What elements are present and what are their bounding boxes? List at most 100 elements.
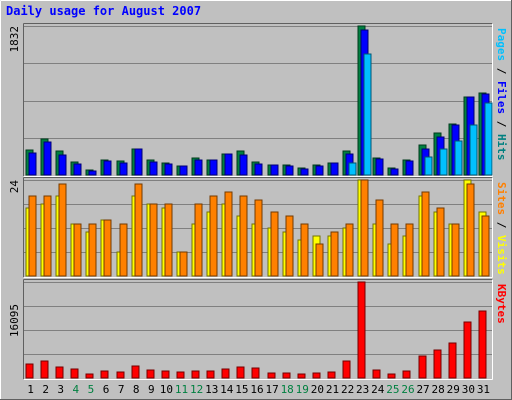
bar-visits-sites-day-14	[224, 191, 233, 277]
bar-visits-sites-day-27	[421, 191, 430, 277]
bar-hits-files-day-14	[224, 153, 233, 176]
y-max-label: 16095	[8, 304, 21, 337]
bar-kbytes-kbytes-day-25	[387, 373, 396, 379]
bar-kbytes-kbytes-day-13	[206, 370, 215, 379]
bar-visits-sites-day-23	[360, 179, 369, 277]
series-legend: KBytes	[495, 284, 508, 324]
bar-hits-files-day-1	[28, 152, 37, 176]
x-tick-label-day-29: 29	[447, 383, 460, 396]
bar-hits-files-day-12	[194, 159, 203, 176]
bar-kbytes-kbytes-day-4	[70, 368, 79, 379]
bar-visits-sites-day-29	[451, 223, 460, 277]
bar-visits-sites-day-11	[179, 251, 188, 277]
x-tick-label-day-11: 11	[175, 383, 188, 396]
x-tick-label-day-10: 10	[160, 383, 173, 396]
panel-background	[24, 24, 492, 176]
x-tick-label-day-8: 8	[133, 383, 140, 396]
legend-files: Files	[495, 81, 508, 114]
bar-kbytes-kbytes-day-19	[297, 373, 306, 379]
bar-hits-files-day-4	[73, 163, 82, 176]
x-tick-label-day-17: 17	[265, 383, 278, 396]
bar-kbytes-kbytes-day-30	[463, 321, 472, 379]
bar-kbytes-kbytes-day-17	[267, 372, 276, 379]
bar-hits-pages-day-22	[348, 162, 357, 176]
bar-kbytes-kbytes-day-29	[448, 342, 457, 379]
bar-kbytes-kbytes-day-7	[116, 371, 125, 379]
legend-visits: Visits	[495, 235, 508, 275]
bar-kbytes-kbytes-day-3	[55, 366, 64, 379]
bar-visits-sites-day-30	[466, 183, 475, 277]
bar-kbytes-kbytes-day-12	[191, 370, 200, 379]
x-tick-label-day-27: 27	[416, 383, 429, 396]
bar-hits-files-day-15	[239, 154, 248, 176]
bar-hits-files-day-26	[405, 160, 414, 176]
x-tick-label-day-28: 28	[432, 383, 445, 396]
panel-visits: 24 Sites / Visits	[8, 177, 508, 278]
x-tick-label-day-9: 9	[148, 383, 155, 396]
x-tick-label-day-15: 15	[235, 383, 248, 396]
bar-visits-sites-day-18	[285, 215, 294, 277]
y-max-label: 24	[8, 180, 21, 194]
x-tick-label-day-26: 26	[401, 383, 414, 396]
bar-hits-files-day-16	[254, 163, 263, 176]
legend-separator: /	[495, 215, 508, 235]
bar-kbytes-kbytes-day-1	[25, 363, 34, 379]
bar-hits-files-day-11	[179, 165, 188, 176]
bar-hits-files-day-19	[300, 168, 309, 176]
bar-hits-files-day-13	[209, 159, 218, 176]
bar-hits-files-day-18	[285, 165, 294, 176]
bar-visits-sites-day-24	[375, 199, 384, 277]
bar-hits-pages-day-28	[439, 148, 448, 176]
bar-visits-sites-day-15	[239, 195, 248, 277]
bar-visits-sites-day-1	[28, 195, 37, 277]
bar-visits-sites-day-21	[330, 231, 339, 277]
legend-kbytes: KBytes	[495, 284, 508, 324]
bar-hits-pages-day-30	[469, 124, 478, 176]
x-tick-label-day-16: 16	[250, 383, 263, 396]
bar-hits-pages-day-27	[424, 156, 433, 176]
bar-hits-files-day-10	[164, 163, 173, 176]
bar-hits-files-day-6	[103, 160, 112, 176]
series-legend: Pages / Files / Hits	[495, 28, 508, 161]
bar-hits-files-day-25	[390, 168, 399, 176]
bar-kbytes-kbytes-day-8	[131, 365, 140, 379]
bar-visits-sites-day-19	[300, 223, 309, 277]
bar-kbytes-kbytes-day-11	[176, 371, 185, 379]
bar-kbytes-kbytes-day-24	[372, 369, 381, 379]
bar-visits-sites-day-10	[164, 203, 173, 277]
x-tick-label-day-6: 6	[103, 383, 110, 396]
bar-kbytes-kbytes-day-23	[357, 281, 366, 379]
bar-kbytes-kbytes-day-16	[251, 367, 260, 379]
bar-hits-files-day-8	[134, 148, 143, 176]
bar-visits-sites-day-12	[194, 203, 203, 277]
bar-kbytes-kbytes-day-21	[327, 371, 336, 379]
bar-visits-sites-day-16	[254, 199, 263, 277]
bar-hits-files-day-3	[58, 154, 67, 176]
x-tick-label-day-14: 14	[220, 383, 234, 396]
bar-visits-sites-day-2	[43, 195, 52, 277]
bar-visits-sites-day-3	[58, 183, 67, 277]
x-tick-label-day-4: 4	[73, 383, 80, 396]
x-tick-label-day-1: 1	[27, 383, 34, 396]
bar-visits-sites-day-9	[149, 203, 158, 277]
x-tick-label-day-13: 13	[205, 383, 218, 396]
bar-visits-sites-day-26	[405, 223, 414, 277]
panel-kbytes: 16095 KBytes	[8, 279, 508, 380]
bar-visits-sites-day-25	[390, 223, 399, 277]
bar-kbytes-kbytes-day-26	[402, 370, 411, 379]
series-legend: Sites / Visits	[495, 182, 508, 275]
x-axis-labels: 1 2 3 4 5 6 7 8 9 10 11 12 13 14 15 16 17 18 19 20 21 22 23 24 2…	[27, 383, 490, 396]
x-tick-label-day-22: 22	[341, 383, 354, 396]
chart-panels: 1832 Pages / Files / Hits 24 Sites / Visits…	[8, 23, 508, 380]
bar-kbytes-kbytes-day-31	[478, 310, 487, 379]
x-tick-label-day-21: 21	[326, 383, 339, 396]
bar-visits-sites-day-20	[315, 243, 324, 277]
bar-hits-files-day-9	[149, 161, 158, 176]
bar-hits-files-day-20	[315, 165, 324, 176]
panel-background	[24, 280, 492, 379]
x-tick-label-day-20: 20	[311, 383, 324, 396]
bar-visits-sites-day-5	[88, 223, 97, 277]
bar-kbytes-kbytes-day-9	[146, 369, 155, 379]
bar-kbytes-kbytes-day-22	[342, 360, 351, 379]
